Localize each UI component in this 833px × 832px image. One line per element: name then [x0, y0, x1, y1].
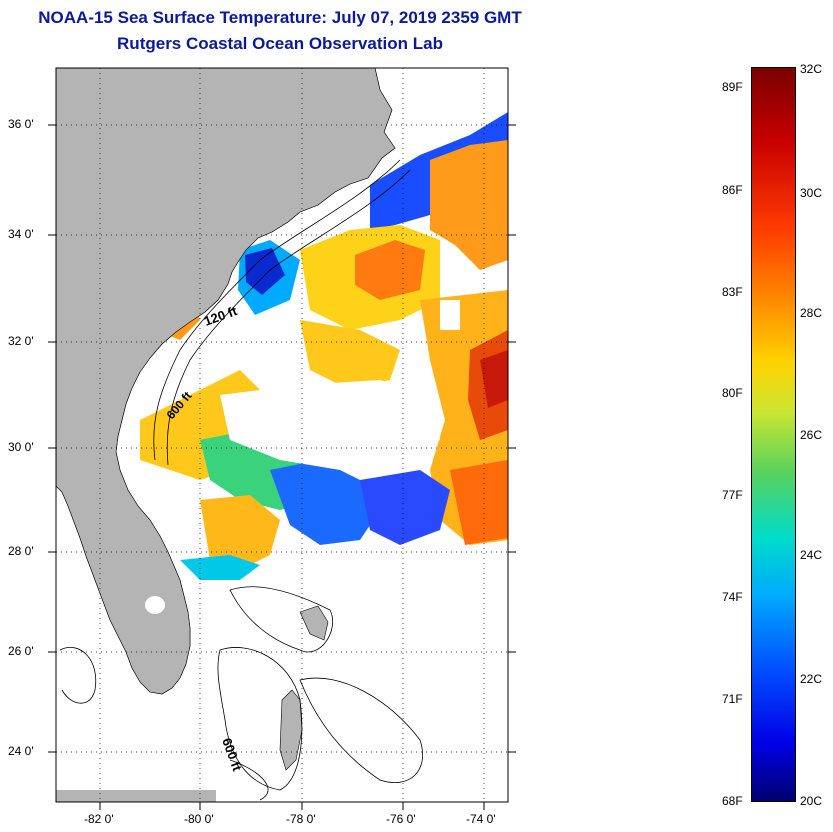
map-subtitle: Rutgers Coastal Ocean Observation Lab: [117, 34, 443, 53]
colorbar-celsius-label: 24C: [800, 548, 823, 562]
lat-label: 24 0': [8, 744, 34, 758]
temperature-colorbar: [751, 67, 796, 802]
lon-label: -82 0': [84, 812, 114, 826]
colorbar-fahrenheit-label: 71F: [722, 692, 743, 706]
colorbar-fahrenheit-label: 86F: [722, 183, 743, 197]
lon-label: -74 0': [466, 812, 496, 826]
coast-overlay: [55, 67, 396, 695]
map-frame: [55, 67, 509, 803]
colorbar-celsius-label: 30C: [800, 186, 823, 200]
colorbar-celsius-label: 26C: [800, 428, 823, 442]
lat-label: 26 0': [8, 644, 34, 658]
lon-label: -78 0': [286, 812, 316, 826]
colorbar-fahrenheit-label: 89F: [722, 80, 743, 94]
colorbar-celsius-label: 32C: [800, 62, 823, 76]
lon-label: -76 0': [386, 812, 416, 826]
graticule: [56, 68, 508, 802]
map-title: NOAA-15 Sea Surface Temperature: July 07…: [38, 8, 522, 27]
bahamas-island: [299, 605, 329, 641]
land-strip: [56, 790, 216, 802]
bahamas-island: [279, 689, 303, 771]
lat-label: 30 0': [8, 440, 34, 454]
frame-ticks: [48, 124, 516, 810]
colorbar-fahrenheit-label: 68F: [722, 794, 743, 808]
colorbar-fahrenheit-label: 77F: [722, 488, 743, 502]
sst-data-layer: [80, 112, 508, 580]
colorbar-celsius-label: 28C: [800, 306, 823, 320]
lat-label: 34 0': [8, 227, 34, 241]
colorbar-fahrenheit-label: 74F: [722, 590, 743, 604]
colorbar-celsius-label: 22C: [800, 672, 823, 686]
colorbar-celsius-label: 20C: [800, 794, 823, 808]
lat-label: 36 0': [8, 117, 34, 131]
cloud-gaps: [220, 300, 460, 470]
lat-label: 28 0': [8, 544, 34, 558]
colorbar-fahrenheit-label: 80F: [722, 386, 743, 400]
lat-label: 32 0': [8, 334, 34, 348]
colorbar-fahrenheit-label: 83F: [722, 285, 743, 299]
bathymetry-contours: [59, 159, 423, 801]
lon-label: -80 0': [184, 812, 214, 826]
